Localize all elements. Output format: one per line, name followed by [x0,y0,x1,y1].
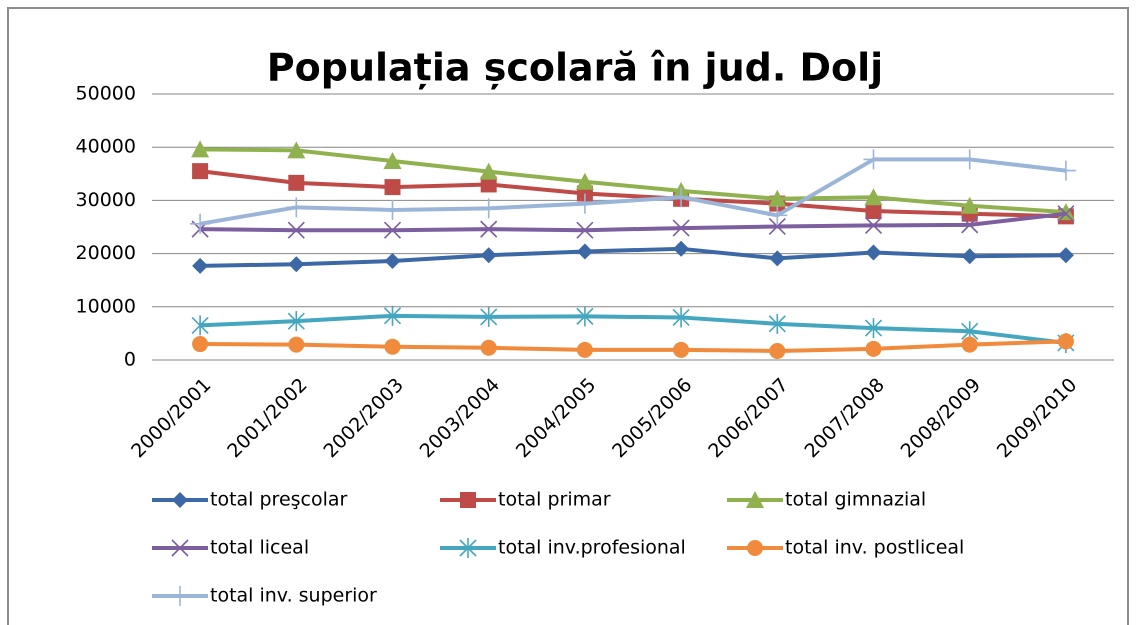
data-point [190,213,211,234]
data-point [384,338,401,355]
data-point [769,342,786,359]
data-point [382,199,403,220]
data-point [576,306,594,327]
legend-marker [171,539,189,557]
data-point [287,221,305,239]
series-line [200,246,1066,268]
chart-title: Populația școlară în jud. Dolj [267,46,883,90]
data-point [287,141,306,159]
legend-marker [460,492,476,508]
data-point [286,197,307,218]
data-point [865,203,882,220]
y-tick-label: 40000 [76,136,136,158]
legend-label: total primar [498,489,611,511]
data-point [863,149,884,170]
legend-label: total liceal [210,537,309,559]
series-line [200,211,1067,233]
legend-label: total inv. postliceal [785,537,964,559]
legend-marker [459,538,477,558]
data-point [864,188,883,206]
series-line [200,147,1067,215]
legend-label: total preşcolar [210,489,348,511]
data-point [768,189,787,207]
series-line [200,339,1066,353]
data-point [383,305,402,326]
y-tick-label: 20000 [76,242,136,264]
data-point [576,221,594,239]
data-point [576,243,593,260]
data-point [769,250,786,267]
data-point [671,187,692,208]
data-point [961,336,978,353]
data-point [574,193,595,214]
data-point [673,240,690,257]
data-point [287,311,305,332]
series-line [199,169,1066,219]
legend-label: total gimnazial [785,489,926,511]
data-point [673,341,690,358]
data-point [383,152,402,170]
legend-marker [170,586,190,606]
data-point [192,336,209,353]
data-point [480,339,497,356]
data-point [480,306,498,327]
data-point [865,340,882,357]
data-point [768,313,786,334]
data-point [191,140,210,158]
data-point [192,163,209,180]
data-point [767,205,788,226]
series-line [200,313,1067,345]
data-point [192,257,209,274]
data-point [383,221,402,239]
data-point [478,198,499,219]
data-point [288,174,305,191]
data-point [1057,247,1074,264]
data-point [480,176,497,193]
data-point [961,248,978,265]
data-point [672,219,690,237]
data-point [1055,160,1076,181]
data-point [480,247,497,264]
data-point [479,162,498,180]
legend-label: total inv.profesional [498,537,686,559]
data-point [575,172,594,190]
data-point [864,216,883,234]
y-tick-label: 50000 [76,83,136,105]
data-point [576,341,593,358]
data-point [480,220,498,238]
data-point [288,256,305,273]
legend-marker [172,492,188,508]
legend-marker [747,540,763,556]
series-line [199,157,1067,226]
legend-marker [746,491,764,508]
data-point [1057,333,1074,350]
legend-label: total inv. superior [210,585,377,607]
data-point [672,307,690,328]
data-point [960,196,979,214]
y-tick-label: 0 [124,349,136,371]
data-point [865,244,882,261]
data-point [288,336,305,353]
data-point [959,149,980,170]
data-point [1057,205,1075,223]
y-tick-label: 30000 [76,189,136,211]
data-point [864,318,883,339]
y-tick-label: 10000 [76,295,136,317]
data-point [384,253,401,270]
data-point [384,179,401,196]
data-point [191,315,209,336]
data-point [961,216,979,234]
data-point [768,217,786,236]
